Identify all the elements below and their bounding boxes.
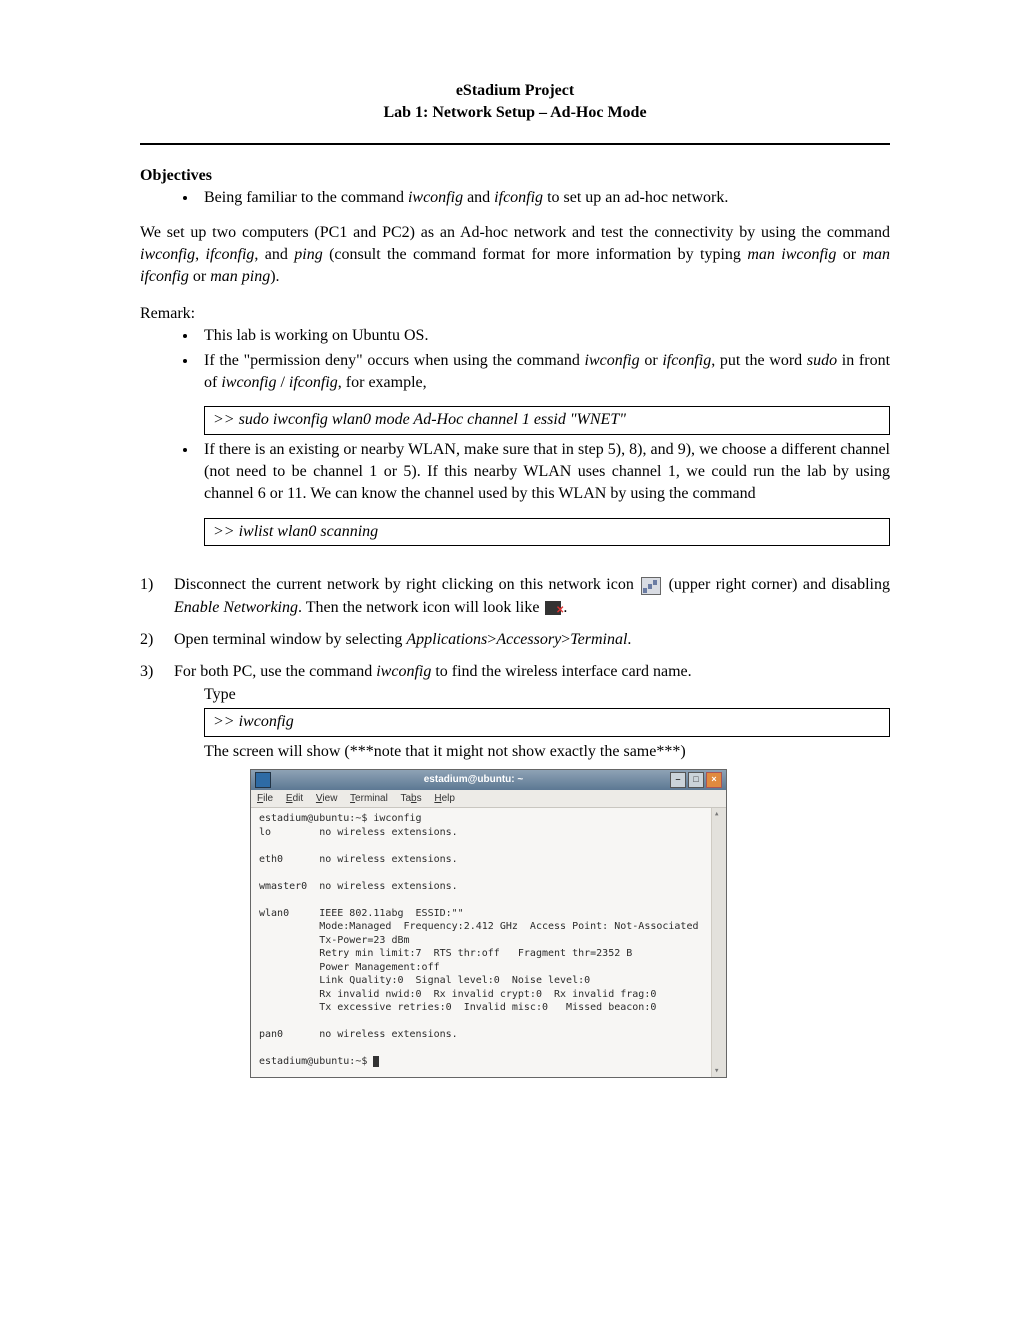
objectives-heading: Objectives	[140, 167, 212, 184]
command-box-iwlist: >> iwlist wlan0 scanning	[204, 518, 890, 546]
page-title: eStadium Project Lab 1: Network Setup – …	[140, 80, 890, 125]
terminal-output: estadium@ubuntu:~$ iwconfig lo no wirele…	[259, 813, 699, 1067]
terminal-scrollbar	[711, 808, 726, 1077]
command-box-iwconfig: >> iwconfig	[204, 708, 890, 736]
menu-edit: Edit	[286, 793, 303, 804]
terminal-cursor-icon	[373, 1056, 379, 1067]
close-icon: ×	[706, 772, 722, 788]
step-3-content: For both PC, use the command iwconfig to…	[174, 661, 890, 706]
terminal-window-controls: – □ ×	[670, 772, 722, 788]
step-1-content: Disconnect the current network by right …	[174, 574, 890, 619]
step-3-type: Type	[174, 684, 890, 706]
title-line-1: eStadium Project	[140, 80, 890, 102]
menu-help: Help	[434, 793, 455, 804]
step-3: 3) For both PC, use the command iwconfig…	[140, 661, 890, 706]
remark-item-1: This lab is working on Ubuntu OS.	[198, 325, 890, 347]
step-3-note: The screen will show (***note that it mi…	[204, 741, 890, 763]
spacer	[140, 550, 890, 574]
step-3-number: 3)	[140, 661, 174, 683]
remark-heading: Remark:	[140, 303, 890, 325]
remark-section: Remark: This lab is working on Ubuntu OS…	[140, 303, 890, 547]
network-signal-icon	[641, 577, 661, 595]
command-box-sudo: >> sudo iwconfig wlan0 mode Ad-Hoc chann…	[204, 406, 890, 434]
objectives-list: Being familiar to the command iwconfig a…	[140, 187, 890, 209]
step-2-number: 2)	[140, 629, 174, 651]
step-2-content: Open terminal window by selecting Applic…	[174, 629, 890, 651]
minimize-icon: –	[670, 772, 686, 788]
menu-view: View	[316, 793, 338, 804]
network-disconnected-icon	[545, 601, 561, 615]
menu-file: File	[257, 793, 273, 804]
terminal-body: estadium@ubuntu:~$ iwconfig lo no wirele…	[251, 808, 726, 1077]
remark-item-3: If there is an existing or nearby WLAN, …	[198, 439, 890, 506]
remark-item-2: If the "permission deny" occurs when usi…	[198, 350, 890, 395]
step-1: 1) Disconnect the current network by rig…	[140, 574, 890, 619]
maximize-icon: □	[688, 772, 704, 788]
remark-list-2: If there is an existing or nearby WLAN, …	[140, 439, 890, 506]
terminal-app-icon	[255, 772, 271, 788]
menu-tabs: Tabs	[400, 793, 421, 804]
terminal-title: estadium@ubuntu: ~	[277, 773, 670, 787]
title-line-2: Lab 1: Network Setup – Ad-Hoc Mode	[140, 102, 890, 124]
menu-terminal: Terminal	[350, 793, 388, 804]
terminal-screenshot: estadium@ubuntu: ~ – □ × File Edit View …	[250, 769, 727, 1078]
objectives-section: Objectives Being familiar to the command…	[140, 165, 890, 210]
step-1-number: 1)	[140, 574, 174, 596]
terminal-menubar: File Edit View Terminal Tabs Help	[251, 790, 726, 809]
intro-paragraph: We set up two computers (PC1 and PC2) as…	[140, 222, 890, 289]
terminal-titlebar: estadium@ubuntu: ~ – □ ×	[251, 770, 726, 790]
step-2: 2) Open terminal window by selecting App…	[140, 629, 890, 651]
title-divider	[140, 143, 890, 145]
remark-list: This lab is working on Ubuntu OS. If the…	[140, 325, 890, 394]
objectives-item-1: Being familiar to the command iwconfig a…	[198, 187, 890, 209]
